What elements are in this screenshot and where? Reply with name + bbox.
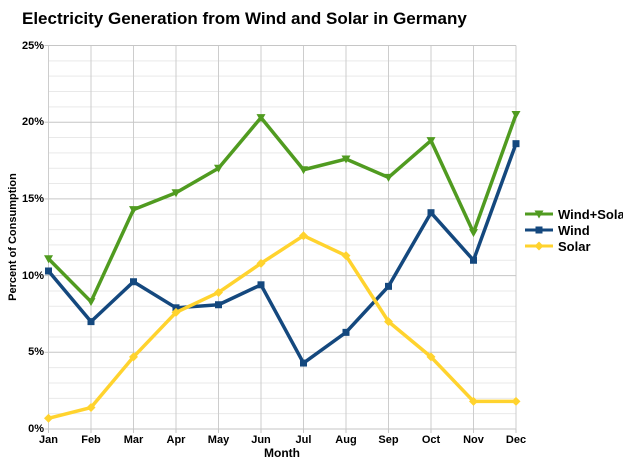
diamond-marker-icon-solar <box>256 258 266 268</box>
square-marker-icon-wind <box>342 328 350 336</box>
square-marker-icon-wind <box>257 281 265 289</box>
triangle-down-marker-icon-wind-solar <box>299 166 308 175</box>
triangle-down-marker-icon-wind-solar <box>129 206 138 215</box>
x-tick-label: Nov <box>463 434 484 446</box>
x-axis-title: Month <box>264 446 300 460</box>
triangle-down-marker-icon-wind-solar <box>469 229 478 238</box>
diamond-marker-icon-solar <box>86 403 96 413</box>
x-tick-label: Jul <box>295 434 312 446</box>
x-tick-label: Jun <box>251 434 271 446</box>
square-marker-icon-wind <box>512 140 520 148</box>
triangle-down-marker-icon-wind-solar <box>384 173 393 182</box>
square-marker-icon-wind <box>427 209 435 217</box>
legend-item-wind: Wind <box>524 222 623 238</box>
chart-title: Electricity Generation from Wind and Sol… <box>22 9 467 28</box>
y-tick-label: 20% <box>21 116 44 129</box>
triangle-down-marker-icon-wind-solar <box>86 298 96 307</box>
diamond-marker-icon-solar <box>129 352 138 362</box>
legend-label-wind: Wind <box>558 222 590 238</box>
legend-label-wind-solar: Wind+Solar <box>558 206 623 222</box>
legend: Wind+Solar Wind Solar <box>524 206 623 254</box>
square-marker-icon-wind <box>45 267 52 275</box>
triangle-down-marker-icon-wind-solar <box>256 114 266 123</box>
square-marker-icon-wind <box>172 304 180 312</box>
y-tick-label: 10% <box>21 269 44 282</box>
diamond-marker-icon-solar <box>534 241 544 251</box>
square-marker-icon-wind <box>215 301 222 309</box>
y-tick-label: 15% <box>21 192 44 205</box>
legend-swatch-wind <box>525 226 553 234</box>
series-line-solar <box>46 233 518 421</box>
diamond-marker-icon-solar <box>214 287 223 297</box>
square-marker-icon-wind <box>385 282 392 290</box>
x-tick-label: Aug <box>335 434 357 446</box>
legend-swatch-wind-solar <box>525 210 553 219</box>
diamond-marker-icon-solar <box>341 251 351 261</box>
diamond-marker-icon-solar <box>171 307 181 317</box>
x-tick-label: Sep <box>378 434 399 446</box>
x-tick-label: Dec <box>505 434 527 446</box>
triangle-down-marker-icon-wind-solar <box>341 155 351 164</box>
triangle-down-marker-icon-wind-solar <box>44 255 53 264</box>
series-line-wind-solar <box>46 112 518 304</box>
legend-item-solar: Solar <box>524 238 623 254</box>
series-line-wind <box>46 141 518 365</box>
legend-item-wind-solar: Wind+Solar <box>524 206 623 222</box>
y-tick-label: 0% <box>28 423 44 435</box>
legend-swatch-solar <box>525 241 553 251</box>
x-tick-label: Oct <box>421 434 441 446</box>
y-tick-label: 5% <box>28 346 44 359</box>
x-tick-label: Mar <box>123 434 144 446</box>
triangle-down-marker-icon-wind-solar <box>534 210 544 219</box>
triangle-down-marker-icon-wind-solar <box>171 189 181 198</box>
x-tick-label: Feb <box>81 434 101 446</box>
x-tick-label: Apr <box>166 434 186 446</box>
diamond-marker-icon-solar <box>426 352 436 362</box>
y-tick-label: 25% <box>21 39 44 52</box>
legend-label-solar: Solar <box>558 238 591 254</box>
diamond-marker-icon-solar <box>299 231 308 241</box>
square-marker-icon-wind <box>300 359 307 367</box>
square-marker-icon-wind <box>87 318 95 326</box>
diamond-marker-icon-solar <box>384 317 393 327</box>
triangle-down-marker-icon-wind-solar <box>426 137 436 146</box>
square-marker-icon-wind <box>130 278 137 286</box>
triangle-down-marker-icon-wind-solar <box>214 164 223 173</box>
diamond-marker-icon-solar <box>469 396 478 406</box>
triangle-down-marker-icon-wind-solar <box>511 111 521 120</box>
square-marker-icon-wind <box>535 226 543 234</box>
x-tick-label: Jan <box>39 434 58 446</box>
diamond-marker-icon-solar <box>44 413 53 423</box>
square-marker-icon-wind <box>470 256 477 264</box>
x-tick-label: May <box>207 434 230 446</box>
diamond-marker-icon-solar <box>511 396 521 406</box>
